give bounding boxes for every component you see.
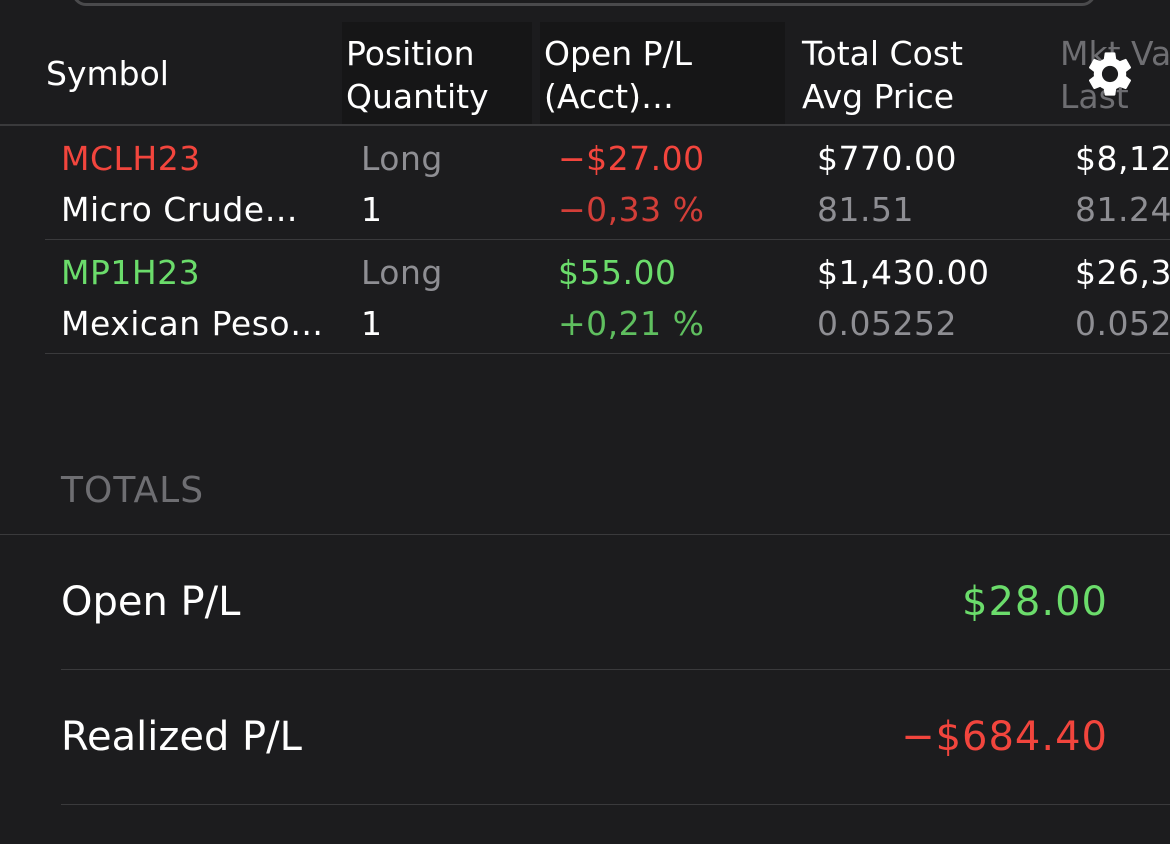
position-quantity: 1	[361, 190, 383, 229]
header-symbol[interactable]: Symbol	[46, 54, 169, 93]
position-side: Long	[361, 253, 443, 292]
position-symbol: MCLH23	[61, 139, 201, 178]
last-price: 81.24	[1075, 190, 1170, 229]
mkt-value: $8,12	[1075, 139, 1170, 178]
position-row[interactable]: MP1H23 Mexican Peso… Long 1 $55.00 +0,21…	[0, 240, 1170, 354]
totals-row-divider	[61, 669, 1170, 670]
position-quantity: 1	[361, 304, 383, 343]
header-column-bg	[342, 22, 532, 124]
gear-icon[interactable]	[1083, 47, 1137, 101]
avg-price: 0.05252	[817, 304, 957, 343]
realized-pl-total: −$684.40	[901, 714, 1108, 760]
open-pl-value: $55.00	[558, 253, 677, 292]
open-pl-total: $28.00	[962, 579, 1108, 625]
realized-pl-label: Realized P/L	[61, 714, 302, 760]
row-divider	[45, 353, 1170, 354]
row-divider	[45, 239, 1170, 240]
search-bar[interactable]	[72, 0, 1096, 6]
open-pl-label: Open P/L	[61, 579, 241, 625]
open-pl-value: −$27.00	[558, 139, 705, 178]
totals-divider	[0, 534, 1170, 535]
header-position-quantity[interactable]: Position Quantity	[346, 34, 489, 116]
position-name: Mexican Peso…	[61, 304, 324, 343]
totals-section-label: TOTALS	[61, 470, 205, 511]
total-cost: $1,430.00	[817, 253, 990, 292]
header-column-bg	[540, 22, 785, 124]
position-name: Micro Crude…	[61, 190, 299, 229]
open-pl-percent: −0,33 %	[558, 190, 705, 229]
totals-realized-pl-row: Realized P/L −$684.40	[0, 670, 1170, 804]
position-symbol: MP1H23	[61, 253, 201, 292]
totals-row-divider	[61, 804, 1170, 805]
last-price: 0.052	[1075, 304, 1170, 343]
total-cost: $770.00	[817, 139, 957, 178]
position-row[interactable]: MCLH23 Micro Crude… Long 1 −$27.00 −0,33…	[0, 126, 1170, 240]
header-open-pl[interactable]: Open P/L (Acct)…	[544, 34, 693, 116]
header-divider	[0, 124, 1170, 126]
header-total-cost-avg-price[interactable]: Total Cost Avg Price	[802, 34, 963, 116]
totals-open-pl-row: Open P/L $28.00	[0, 535, 1170, 669]
mkt-value: $26,3	[1075, 253, 1170, 292]
avg-price: 81.51	[817, 190, 914, 229]
position-side: Long	[361, 139, 443, 178]
open-pl-percent: +0,21 %	[558, 304, 705, 343]
